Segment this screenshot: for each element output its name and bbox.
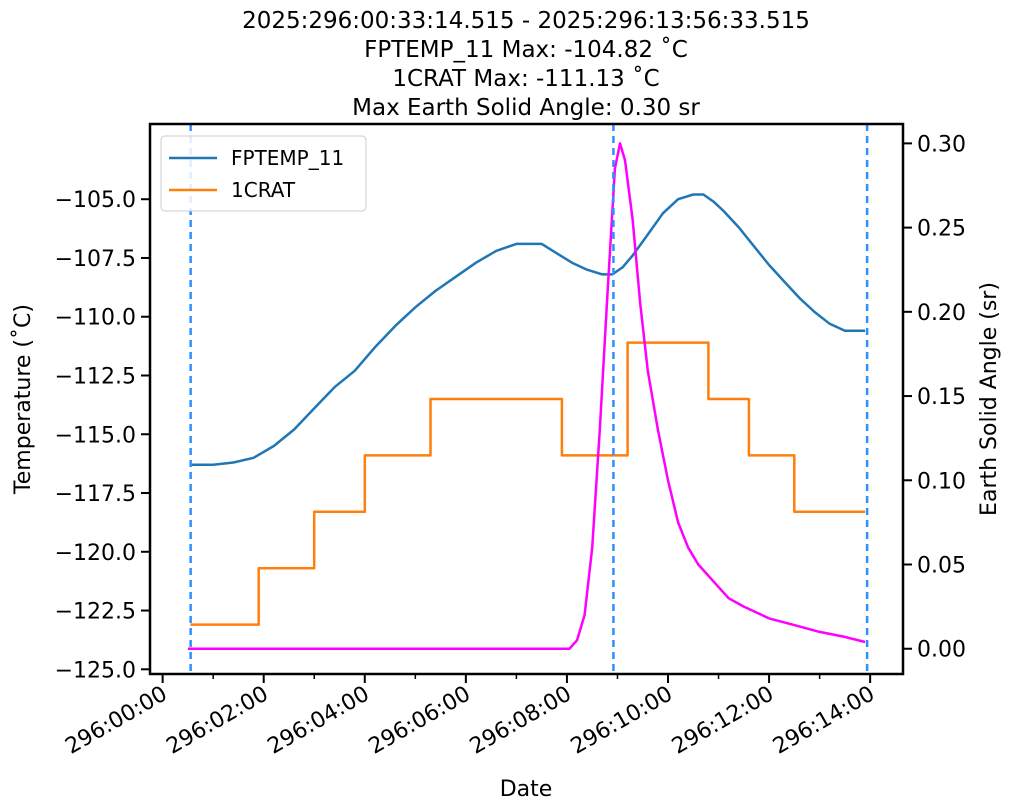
y-right-tick-label: 0.20 bbox=[917, 301, 966, 326]
y-axis-left-label: Temperature (˚C) bbox=[11, 304, 36, 495]
x-tick-label: 296:08:00 bbox=[466, 682, 576, 760]
title-line-time-range: 2025:296:00:33:14.515 - 2025:296:13:56:3… bbox=[242, 8, 810, 34]
y-left-tick-label: −125.0 bbox=[55, 658, 136, 683]
x-tick-label: 296:00:00 bbox=[61, 682, 171, 760]
series-line-1crat bbox=[190, 341, 866, 626]
x-tick-label: 296:02:00 bbox=[163, 682, 273, 760]
y-right-tick-label: 0.10 bbox=[917, 469, 966, 494]
y-axis-right-label: Earth Solid Angle (sr) bbox=[977, 282, 1002, 516]
y-left-tick-label: −105.0 bbox=[55, 188, 136, 213]
x-axis-label: Date bbox=[500, 777, 553, 802]
legend: FPTEMP_11 1CRAT bbox=[160, 135, 367, 212]
y-right-tick-label: 0.00 bbox=[917, 638, 966, 663]
x-tick-label: 296:12:00 bbox=[668, 682, 778, 760]
series-line-fptemp-11 bbox=[190, 193, 866, 467]
x-tick-label: 296:10:00 bbox=[567, 682, 677, 760]
y-right-tick-label: 0.25 bbox=[917, 217, 966, 242]
chart-title: 2025:296:00:33:14.515 - 2025:296:13:56:3… bbox=[242, 8, 810, 121]
x-axis: 296:00:00296:02:00296:04:00296:06:00296:… bbox=[61, 674, 879, 760]
legend-label-1crat: 1CRAT bbox=[231, 178, 296, 202]
x-tick-label: 296:14:00 bbox=[769, 682, 879, 760]
legend-label-fptemp-11: FPTEMP_11 bbox=[231, 146, 344, 170]
y-left-tick-label: −115.0 bbox=[55, 423, 136, 448]
y-left-tick-label: −122.5 bbox=[55, 600, 136, 625]
x-tick-label: 296:06:00 bbox=[365, 682, 475, 760]
y-right-tick-label: 0.15 bbox=[917, 385, 966, 410]
title-line-fptemp-max: FPTEMP_11 Max: -104.82 ˚C bbox=[364, 36, 688, 63]
y-left-tick-label: −117.5 bbox=[55, 482, 136, 507]
y-left-tick-label: −120.0 bbox=[55, 541, 136, 566]
y-left-tick-label: −112.5 bbox=[55, 364, 136, 389]
y-left-tick-label: −110.0 bbox=[55, 306, 136, 331]
y-axis-right: 0.00 0.05 0.10 0.15 0.20 0.25 0.30 bbox=[903, 132, 966, 663]
plot-frame bbox=[148, 122, 905, 676]
y-right-tick-label: 0.30 bbox=[917, 132, 966, 157]
legend-box bbox=[160, 135, 367, 212]
y-left-tick-label: −107.5 bbox=[55, 247, 136, 272]
title-line-earth-angle-max: Max Earth Solid Angle: 0.30 sr bbox=[352, 95, 700, 121]
title-line-1crat-max: 1CRAT Max: -111.13 ˚C bbox=[392, 65, 659, 92]
plot-content bbox=[187, 124, 869, 674]
x-tick-label: 296:04:00 bbox=[264, 682, 374, 760]
series-line-earth-solid-angle bbox=[187, 142, 866, 650]
y-axis-left: −105.0 −107.5 −110.0 −112.5 −115.0 −117.5 −120… bbox=[55, 188, 150, 683]
y-right-tick-label: 0.05 bbox=[917, 554, 966, 579]
